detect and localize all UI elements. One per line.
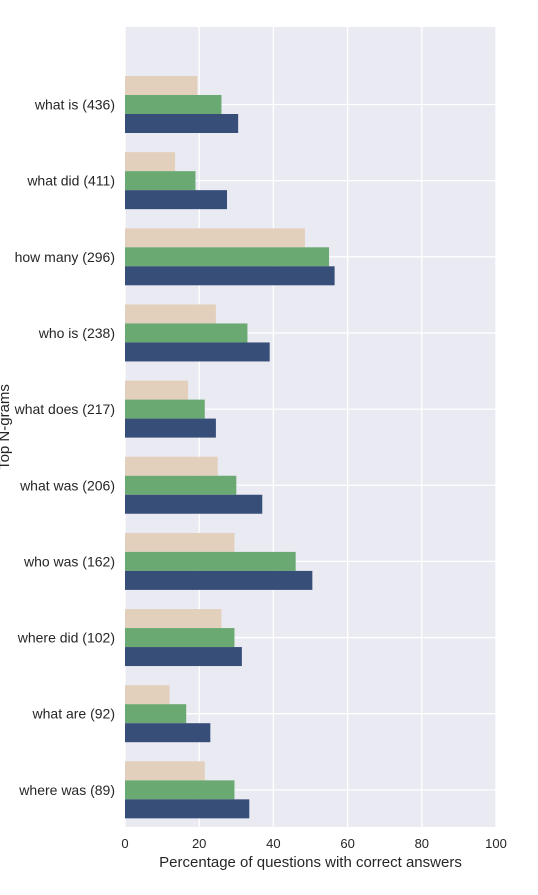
bar [125,95,222,114]
x-tick-label: 60 [340,836,354,851]
bar [125,266,335,286]
category-label: what are (92) [32,706,115,722]
bar [125,323,248,343]
bar [125,342,270,362]
bar [125,628,235,648]
bar [125,247,330,267]
bar [125,494,263,514]
bar [125,475,237,495]
bars [125,76,335,819]
bar [125,228,305,248]
x-tick-labels: 0 20 40 60 80 100 [121,836,506,851]
category-label: what was (206) [19,477,115,493]
bar [125,304,216,324]
category-label: where was (89) [18,782,115,798]
bar [125,799,250,819]
bar [125,723,211,743]
x-tick-label: 40 [266,836,280,851]
y-axis-label: Top N-grams [0,384,13,470]
bar [125,685,170,705]
bar [125,152,176,172]
bar [125,171,196,191]
bar [125,609,222,629]
bar [125,532,235,552]
bar [125,418,216,438]
category-labels: what is (436) what did (411) how many (296… [14,97,115,798]
bar [125,190,228,210]
category-label: what does (217) [14,401,115,417]
bar [125,761,205,781]
category-label: what is (436) [34,97,115,113]
category-label: who is (238) [38,325,115,341]
bar [125,551,296,571]
bar [125,114,239,133]
bar [125,76,198,95]
bar [125,380,189,400]
x-tick-label: 20 [192,836,206,851]
bar [125,456,218,476]
x-tick-label: 100 [485,836,507,851]
category-label: who was (162) [23,553,115,569]
category-label: where did (102) [17,630,115,646]
bar [125,704,187,724]
bar [125,570,313,590]
x-axis-label: Percentage of questions with correct ans… [159,854,462,871]
category-label: how many (296) [15,249,115,265]
x-tick-label: 80 [415,836,429,851]
bar [125,780,235,800]
bar [125,647,242,667]
category-label: what did (411) [26,173,115,189]
x-tick-label: 0 [121,836,128,851]
bar [125,399,205,419]
